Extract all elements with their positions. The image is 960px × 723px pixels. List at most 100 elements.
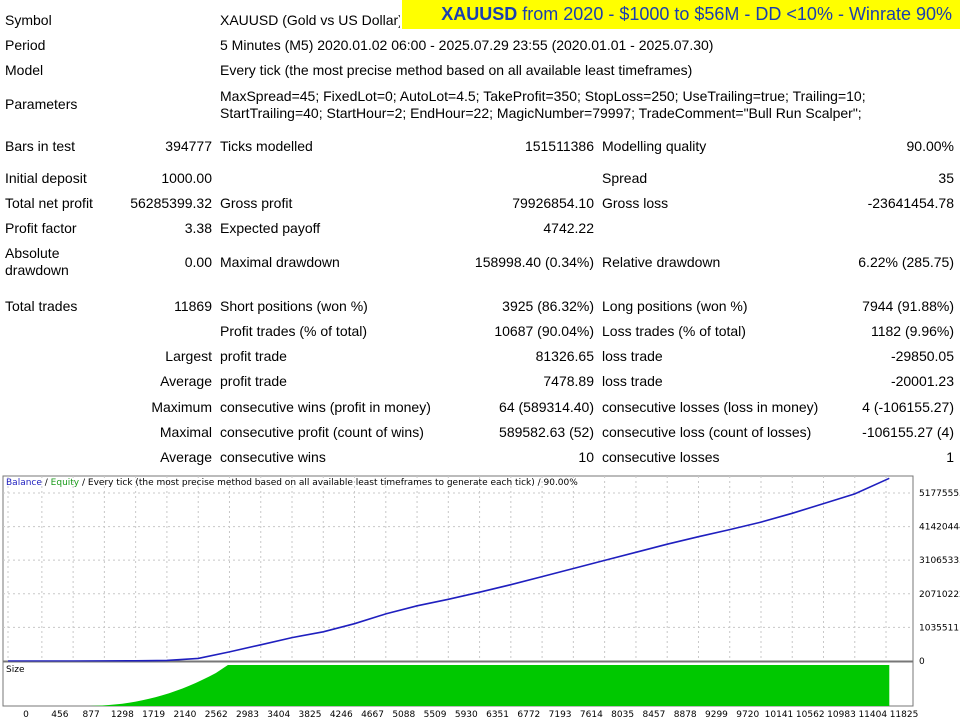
- model-label: Model: [5, 62, 44, 78]
- reldd-label: Relative drawdown: [602, 254, 721, 270]
- max-closs-label: consecutive losses (loss in money): [602, 399, 819, 415]
- x-tick-label: 8878: [674, 710, 697, 720]
- largest-profit-label: profit trade: [220, 348, 287, 364]
- long-label: Long positions (won %): [602, 298, 748, 314]
- avg-closs-value: 1: [946, 449, 954, 465]
- ticks-value: 151511386: [524, 138, 594, 154]
- profit-trades-label: Profit trades (% of total): [220, 323, 368, 339]
- x-tick-label: 8035: [611, 710, 634, 720]
- x-tick-label: 10141: [765, 710, 794, 720]
- x-tick-label: 8457: [642, 710, 665, 720]
- banner-symbol: XAUUSD: [441, 4, 518, 24]
- balance-chart-svg: 0 10355111 20710222 31065333 41420444 5177555…: [2, 475, 960, 720]
- y-tick-label: 31065333: [919, 556, 960, 566]
- symbol-value: XAUUSD (Gold vs US Dollar): [220, 12, 400, 28]
- chart-legend: Balance / Equity / Every tick (the most …: [6, 478, 578, 488]
- parameters-line-1: MaxSpread=45; FixedLot=0; AutoLot=4.5; T…: [220, 88, 866, 104]
- trades-label: Total trades: [5, 298, 78, 314]
- maximum-label: Maximum: [151, 399, 212, 415]
- x-tick-label: 9299: [705, 710, 728, 720]
- maximal-closs-value: -106155.27 (4): [862, 424, 954, 440]
- average-profit-value: 7478.89: [543, 373, 594, 389]
- x-tick-label: 11825: [890, 710, 919, 720]
- largest-label: Largest: [165, 348, 212, 364]
- pf-label: Profit factor: [5, 220, 77, 236]
- max-cwins-value: 64 (589314.40): [499, 399, 594, 415]
- grossloss-label: Gross loss: [602, 195, 669, 211]
- y-axis-ticks: 0 10355111 20710222 31065333 41420444 5177555…: [919, 489, 960, 667]
- avg-cwins-value: 10: [578, 449, 594, 465]
- legend-equity: Equity: [50, 478, 80, 488]
- deposit-value: 1000.00: [161, 170, 212, 186]
- promo-banner: XAUUSD from 2020 - $1000 to $56M - DD <1…: [402, 0, 960, 29]
- quality-value: 90.00%: [906, 138, 954, 154]
- legend-separator: /: [41, 478, 51, 488]
- x-tick-label: 4246: [330, 710, 353, 720]
- x-tick-label: 2140: [173, 710, 196, 720]
- maxdd-label: Maximal drawdown: [220, 254, 340, 270]
- x-tick-label: 9720: [736, 710, 759, 720]
- maximal-cprofit-label: consecutive profit (count of wins): [220, 424, 424, 440]
- x-tick-label: 0: [23, 710, 29, 720]
- model-value: Every tick (the most precise method base…: [220, 62, 693, 78]
- ticks-label: Ticks modelled: [220, 138, 313, 154]
- x-tick-label: 10562: [796, 710, 825, 720]
- max-closs-value: 4 (-106155.27): [862, 399, 954, 415]
- average-loss-label: loss trade: [602, 373, 663, 389]
- x-tick-label: 5088: [392, 710, 415, 720]
- long-value: 7944 (91.88%): [862, 298, 954, 314]
- x-tick-label: 1719: [142, 710, 165, 720]
- x-tick-label: 1298: [111, 710, 134, 720]
- avg-cwins-label: consecutive wins: [220, 449, 326, 465]
- short-value: 3925 (86.32%): [502, 298, 594, 314]
- symbol-label: Symbol: [5, 12, 52, 28]
- bars-label: Bars in test: [5, 138, 76, 154]
- loss-trades-label: Loss trades (% of total): [602, 323, 746, 339]
- x-tick-label: 7614: [580, 710, 603, 720]
- x-tick-label: 6351: [486, 710, 509, 720]
- parameters-line-2: StartTrailing=40; StartHour=2; EndHour=2…: [220, 105, 862, 121]
- maximal-closs-label: consecutive loss (count of losses): [602, 424, 812, 440]
- x-tick-label: 4667: [361, 710, 384, 720]
- loss-trades-value: 1182 (9.96%): [870, 323, 954, 339]
- maximal-cprofit-value: 589582.63 (52): [499, 424, 594, 440]
- average-profit-label: profit trade: [220, 373, 287, 389]
- balance-line: [8, 477, 890, 662]
- reldd-value: 6.22% (285.75): [858, 254, 954, 270]
- x-tick-label: 5509: [424, 710, 447, 720]
- y-tick-label: 20710222: [919, 590, 960, 600]
- grid: [3, 476, 913, 661]
- spread-label: Spread: [602, 170, 648, 186]
- pf-value: 3.38: [184, 220, 212, 236]
- x-tick-label: 2983: [236, 710, 259, 720]
- expected-value: 4742.22: [543, 220, 594, 236]
- y-tick-label: 10355111: [919, 623, 960, 633]
- spread-value: 35: [938, 170, 954, 186]
- profit-trades-value: 10687 (90.04%): [494, 323, 594, 339]
- grossloss-value: -23641454.78: [867, 195, 954, 211]
- avg2-label: Average: [160, 449, 212, 465]
- maximal-label: Maximal: [159, 424, 212, 440]
- x-axis-ticks: 0 456 877 1298 1719 2140 2562 2983 3404 3825 4246 4…: [23, 710, 918, 720]
- netprofit-label: Total net profit: [5, 195, 93, 211]
- x-tick-label: 5930: [455, 710, 478, 720]
- grossprofit-value: 79926854.10: [512, 195, 594, 211]
- size-area: [8, 665, 890, 706]
- y-tick-label: 0: [919, 657, 925, 667]
- absdd-label-2: drawdown: [5, 262, 69, 278]
- y-tick-label: 51775555: [919, 489, 960, 499]
- legend-description: / Every tick (the most precise method ba…: [79, 478, 578, 488]
- average-loss-value: -20001.23: [890, 373, 954, 389]
- legend-balance: Balance: [6, 478, 42, 488]
- netprofit-value: 56285399.32: [130, 195, 212, 211]
- x-tick-label: 2562: [205, 710, 228, 720]
- grossprofit-label: Gross profit: [220, 195, 293, 211]
- x-tick-label: 456: [51, 710, 68, 720]
- short-label: Short positions (won %): [220, 298, 368, 314]
- bars-value: 394777: [165, 138, 212, 154]
- average-label: Average: [160, 373, 212, 389]
- x-tick-label: 3404: [267, 710, 290, 720]
- x-tick-label: 7193: [549, 710, 572, 720]
- period-value: 5 Minutes (M5) 2020.01.02 06:00 - 2025.0…: [220, 37, 714, 53]
- plot-frame: [2, 475, 914, 662]
